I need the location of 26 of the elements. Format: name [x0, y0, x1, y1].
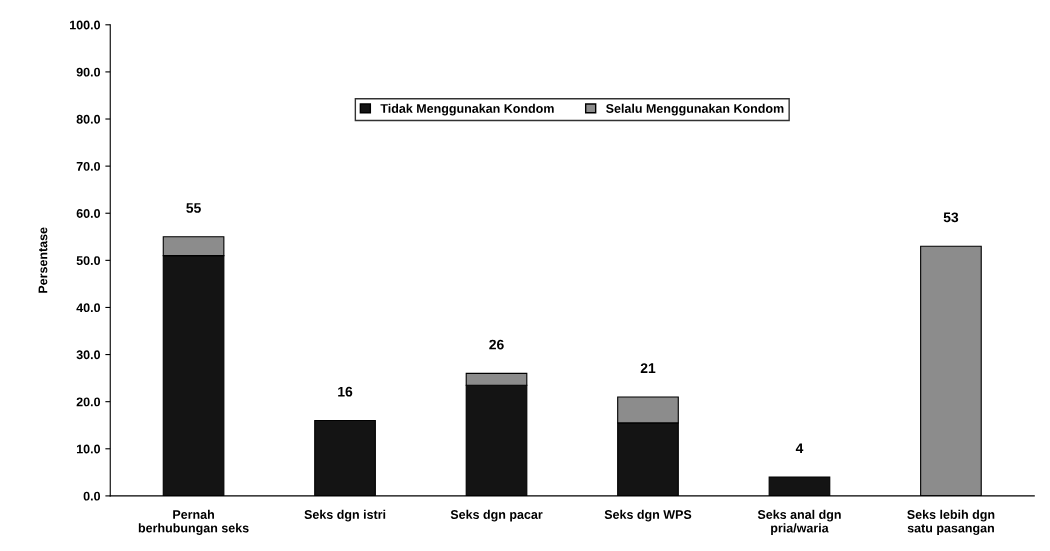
y-tick-label: 40.0 — [76, 303, 101, 313]
x-tick-label: Seks dgn pacar — [450, 509, 543, 522]
y-tick-label: 50.0 — [76, 256, 101, 265]
x-tick-label: Seks dgn istri — [304, 509, 386, 522]
legend-label: Tidak Menggunakan Kondom — [380, 103, 554, 116]
y-tick-label: 10.0 — [76, 444, 101, 454]
x-tick-label: Pernah berhubungan seks — [138, 509, 249, 535]
total-label: 26 — [489, 339, 504, 350]
legend-label: Selalu Menggunakan Kondom — [606, 103, 784, 116]
y-tick-label: 60.0 — [76, 209, 101, 218]
y-tick-label: 70.0 — [76, 161, 101, 171]
x-tick-label: Seks lebih dgn satu pasangan — [907, 509, 995, 536]
total-label: 4 — [795, 443, 804, 453]
total-label: 55 — [186, 203, 201, 213]
y-tick-label: 20.0 — [76, 397, 101, 407]
x-tick-label: Seks dgn WPS — [604, 509, 692, 522]
y-tick-label: 0.0 — [83, 491, 101, 501]
total-label: 16 — [338, 386, 353, 397]
y-tick-label: 80.0 — [76, 114, 101, 124]
y-tick-label: 100.0 — [70, 20, 101, 30]
y-tick-label: 30.0 — [76, 350, 101, 360]
total-label: 21 — [640, 363, 656, 373]
y-axis-title: Persentase — [38, 227, 48, 293]
y-tick-label: 90.0 — [76, 67, 101, 77]
total-label: 53 — [943, 212, 959, 223]
x-tick-label: Seks anal dgn pria/waria — [757, 509, 841, 535]
